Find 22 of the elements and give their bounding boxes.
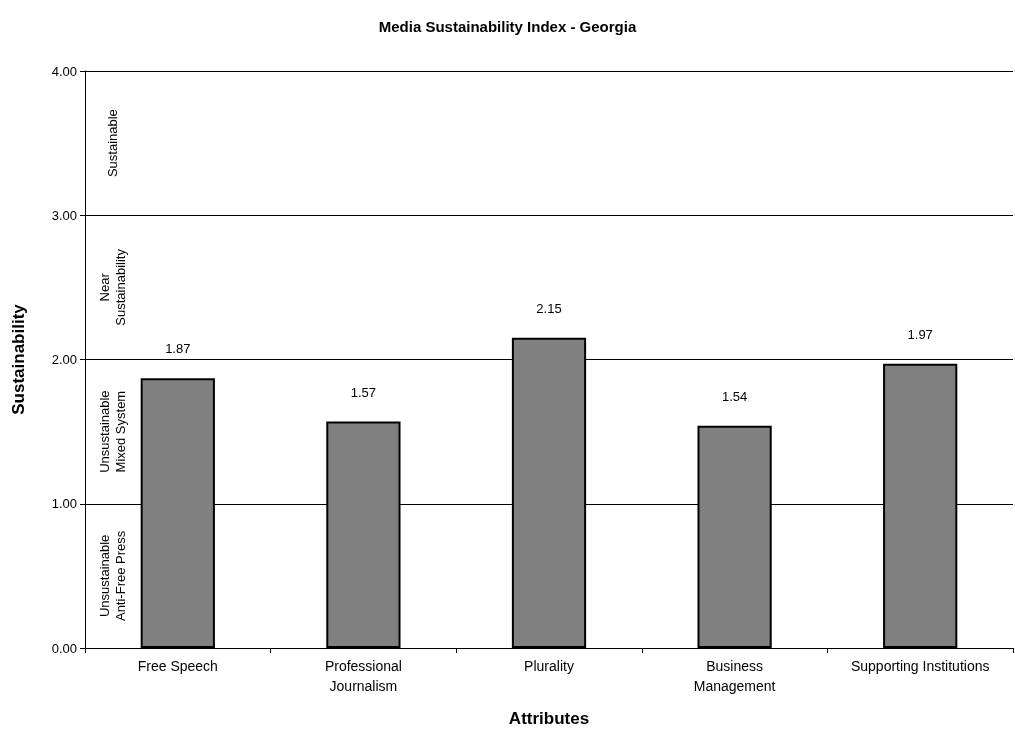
y-axis-title: Sustainability: [9, 303, 28, 415]
data-label: 1.54: [721, 388, 748, 404]
x-tick-label: Free Speech: [137, 658, 218, 674]
y-tick-label: 2.00: [51, 352, 77, 367]
data-label: 1.57: [350, 384, 377, 400]
annotation: Unsustainable Mixed System: [96, 390, 128, 473]
x-tick-label: Plurality: [524, 658, 574, 674]
annotation: Sustainable: [104, 109, 120, 178]
y-tick-label: 3.00: [51, 207, 77, 223]
data-label: 1.87: [165, 341, 191, 357]
x-axis-title: Attributes: [508, 709, 590, 728]
annotation: Unsustainable Anti-Free Press: [96, 530, 128, 622]
chart-title: Media Sustainability Index - Georgia: [378, 18, 637, 35]
x-tick-label: Supporting Institutions: [850, 658, 990, 674]
y-tick-label: 1.00: [51, 496, 77, 512]
annotation: Near Sustainability: [96, 248, 128, 326]
data-label: 1.97: [907, 326, 933, 342]
data-label: 2.15: [536, 300, 562, 316]
x-tick-label: Professional Journalism: [324, 658, 402, 694]
y-tick-label: 4.00: [51, 63, 77, 79]
x-tick-label: Business Management: [693, 658, 776, 694]
y-tick-label: 0.00: [51, 640, 77, 656]
